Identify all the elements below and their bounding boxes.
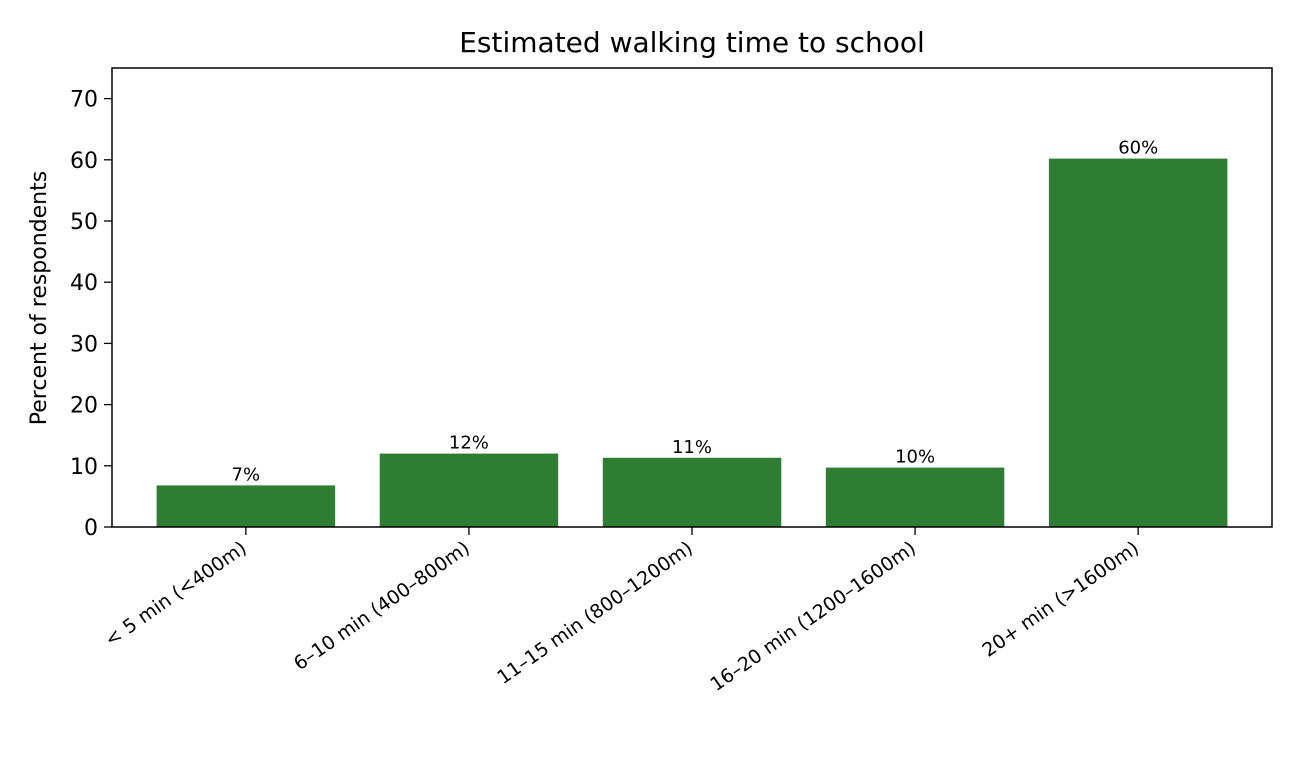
bar <box>602 457 782 527</box>
plot-area: 7%< 5 min (<400m)12%6–10 min (400–800m)1… <box>70 67 1273 696</box>
y-tick-label: 40 <box>70 271 98 296</box>
y-axis-label: Percent of respondents <box>27 171 52 425</box>
bar <box>825 467 1005 527</box>
data-label: 7% <box>232 464 261 485</box>
x-tick-label: 20+ min (>1600m) <box>978 537 1143 661</box>
data-label: 10% <box>895 447 935 468</box>
x-tick-label: 16–20 min (1200–1600m) <box>706 537 920 696</box>
bar <box>1048 158 1228 527</box>
y-tick-label: 50 <box>70 210 98 235</box>
y-tick-label: 70 <box>70 88 98 113</box>
axes-frame <box>111 67 1273 528</box>
data-label: 60% <box>1118 138 1158 159</box>
x-tick-label: < 5 min (<400m) <box>101 537 251 651</box>
x-tick-label: 6–10 min (400–800m) <box>290 537 474 675</box>
bar <box>156 485 336 527</box>
y-tick-label: 60 <box>70 149 98 174</box>
y-tick-label: 0 <box>84 516 98 541</box>
data-label: 11% <box>672 437 712 458</box>
y-tick-label: 10 <box>70 455 98 480</box>
bar <box>379 453 559 527</box>
data-label: 12% <box>449 433 489 454</box>
y-tick-label: 30 <box>70 332 98 357</box>
y-tick-label: 20 <box>70 394 98 419</box>
x-tick-label: 11–15 min (800–1200m) <box>493 537 697 689</box>
chart-title: Estimated walking time to school <box>459 26 925 59</box>
